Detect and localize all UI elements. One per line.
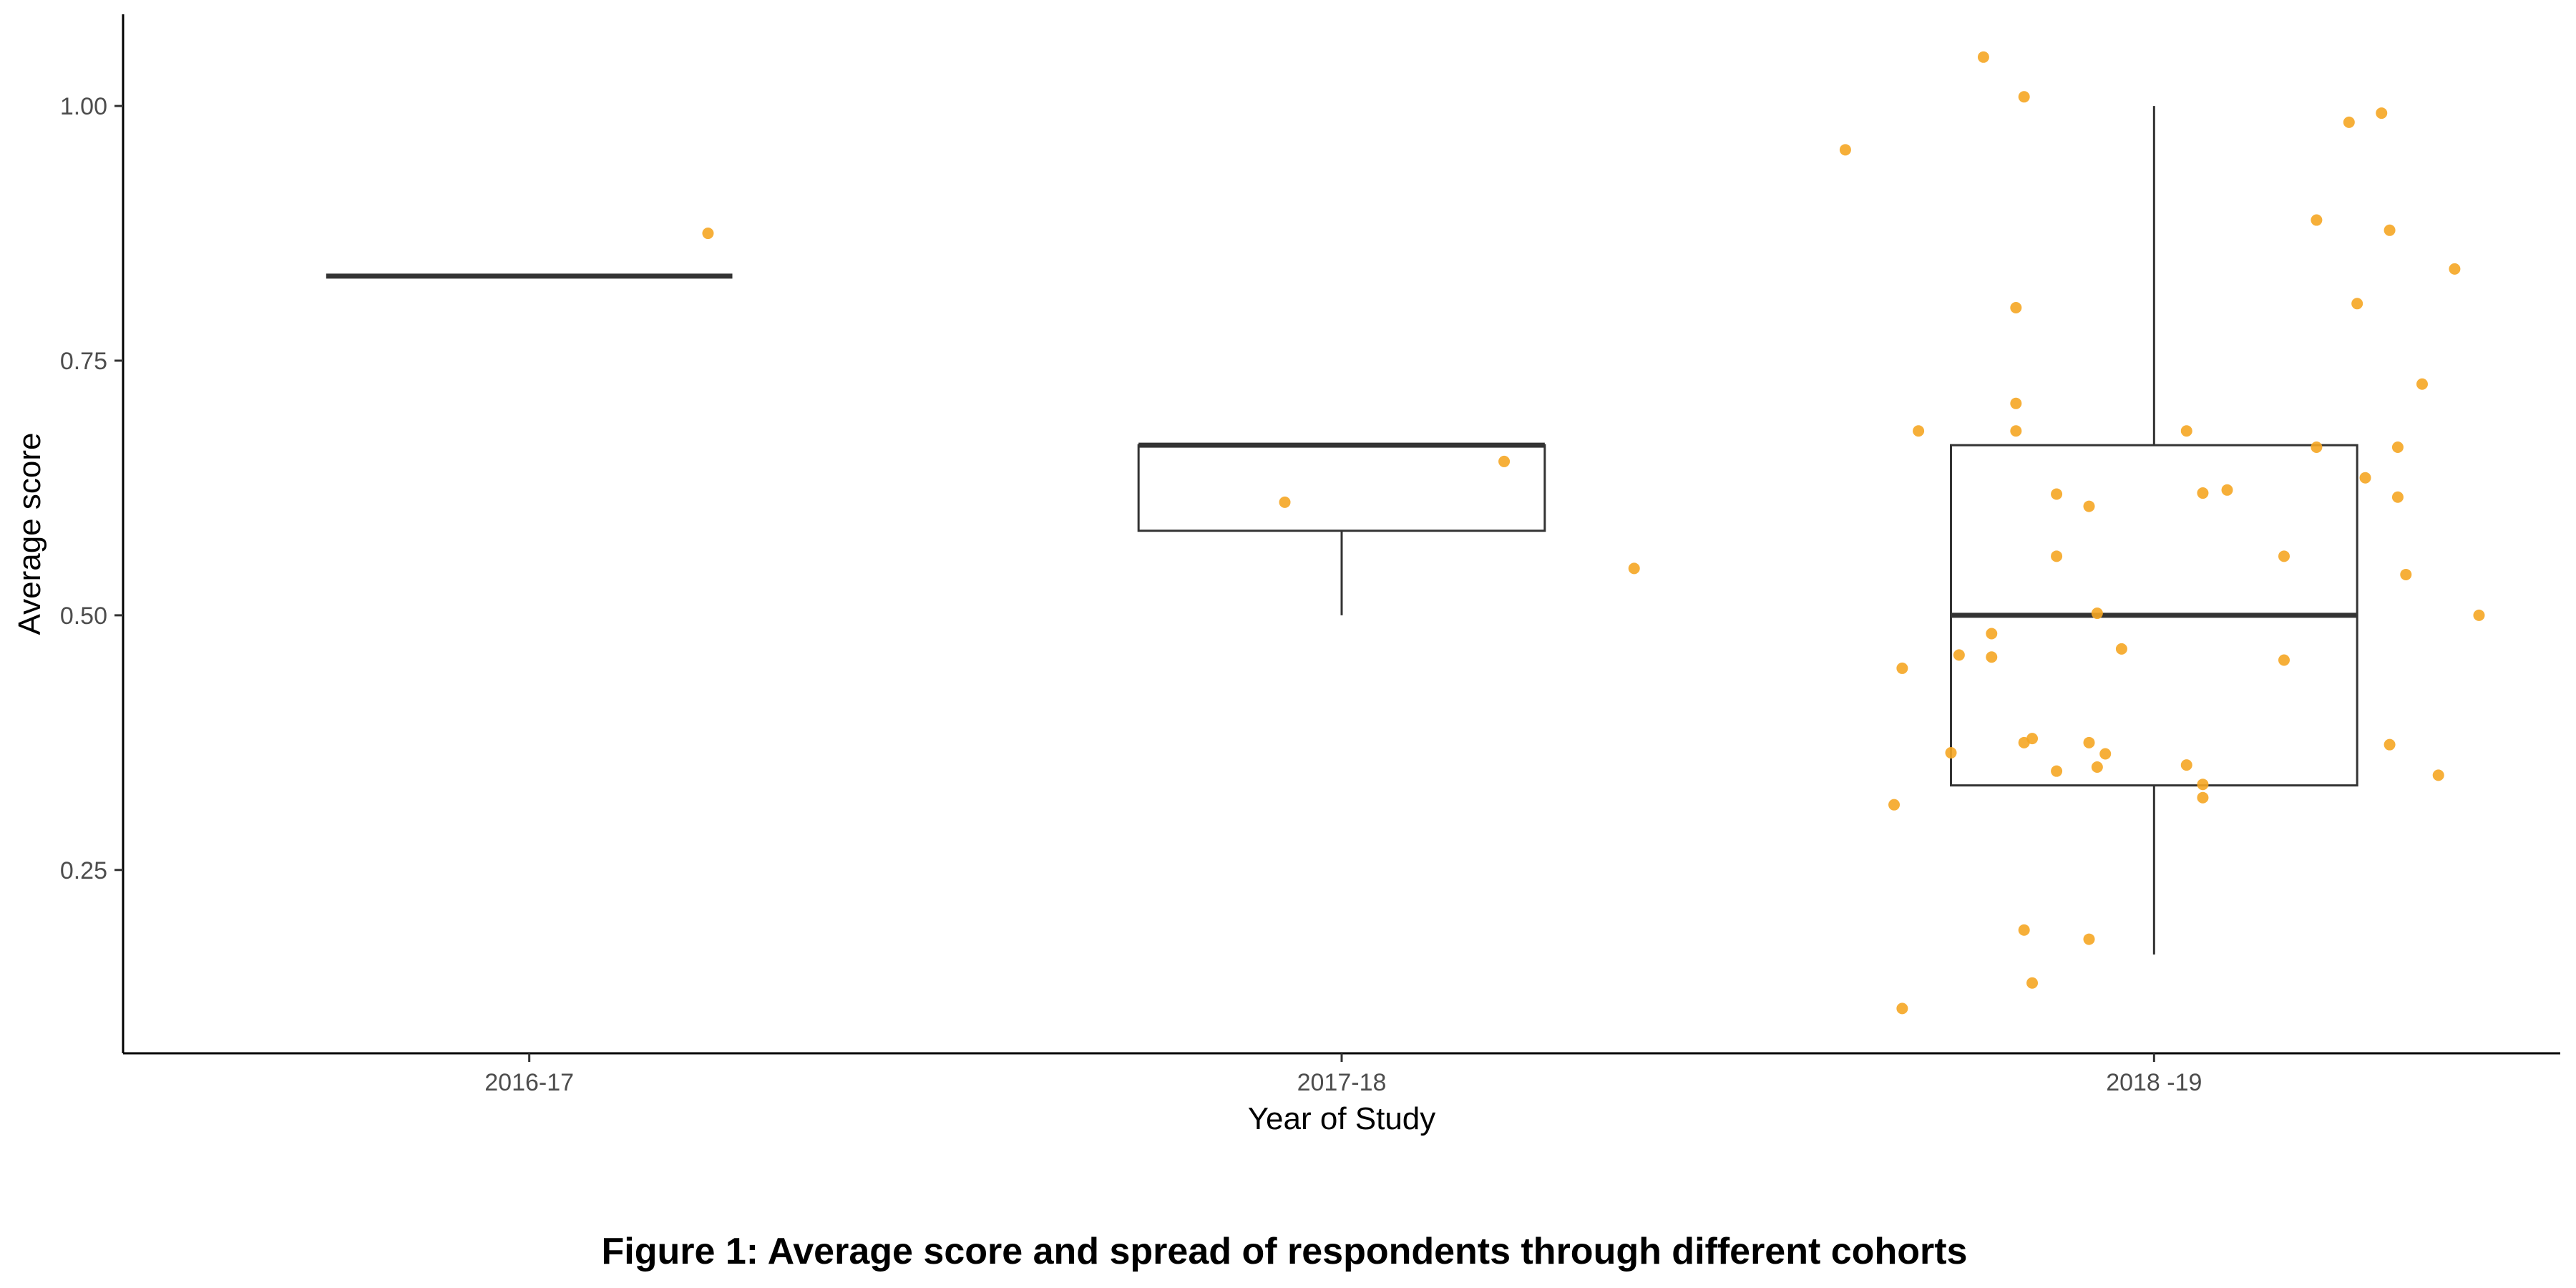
data-point bbox=[1953, 649, 1965, 661]
data-point bbox=[2384, 738, 2396, 751]
data-point bbox=[2010, 425, 2022, 437]
data-point bbox=[2311, 441, 2323, 453]
data-point bbox=[2180, 759, 2192, 771]
data-point bbox=[2197, 779, 2209, 791]
data-point bbox=[2384, 224, 2396, 236]
data-point bbox=[2391, 441, 2404, 453]
data-point bbox=[2018, 924, 2030, 936]
data-point bbox=[1913, 425, 1925, 437]
data-point bbox=[2091, 761, 2103, 773]
data-point bbox=[1977, 51, 1989, 63]
data-point bbox=[2010, 397, 2022, 409]
data-point bbox=[2083, 736, 2095, 748]
data-point bbox=[2449, 263, 2461, 275]
data-point bbox=[2026, 977, 2039, 989]
data-point bbox=[1986, 628, 1998, 640]
data-point bbox=[2343, 116, 2355, 128]
points-layer bbox=[702, 51, 2485, 1015]
x-tick-label: 2016-17 bbox=[484, 1069, 574, 1096]
data-point bbox=[702, 228, 714, 240]
data-point bbox=[1986, 651, 1998, 663]
x-axis-title: Year of Study bbox=[1248, 1101, 1436, 1136]
data-point bbox=[2099, 748, 2112, 760]
data-point bbox=[2351, 298, 2363, 310]
data-point bbox=[2376, 107, 2388, 119]
data-point bbox=[2221, 484, 2233, 496]
data-point bbox=[1945, 747, 1957, 759]
data-point bbox=[2278, 550, 2290, 562]
y-tick-label: 0.25 bbox=[60, 857, 107, 884]
data-point bbox=[2180, 425, 2192, 437]
data-point bbox=[1498, 455, 1511, 467]
x-tick-label: 2018 -19 bbox=[2106, 1069, 2202, 1096]
x-tick-label: 2017-18 bbox=[1297, 1069, 1387, 1096]
y-tick-label: 0.50 bbox=[60, 602, 107, 630]
data-point bbox=[2391, 491, 2404, 503]
data-point bbox=[2051, 550, 2063, 562]
data-point bbox=[2359, 472, 2371, 484]
data-point bbox=[2083, 500, 2095, 512]
data-point bbox=[2115, 643, 2127, 655]
y-tick-label: 0.75 bbox=[60, 348, 107, 375]
data-point bbox=[2278, 654, 2290, 666]
boxes-layer bbox=[326, 106, 2358, 955]
data-point bbox=[1896, 662, 1908, 674]
data-point bbox=[2473, 609, 2485, 621]
y-tick-label: 1.00 bbox=[60, 93, 107, 120]
data-point bbox=[2311, 214, 2323, 226]
data-point bbox=[1628, 562, 1640, 575]
data-point bbox=[1888, 799, 1901, 811]
y-axis-title: Average score bbox=[12, 433, 47, 635]
data-point bbox=[2051, 765, 2063, 777]
data-point bbox=[2432, 769, 2444, 781]
data-point bbox=[2400, 568, 2412, 580]
box-iqr bbox=[1137, 444, 1546, 532]
ticks-layer: 0.25 0.50 0.75 1.00 2016-17 2017-18 2018 -19 bbox=[60, 93, 2202, 1096]
data-point bbox=[1279, 496, 1291, 508]
data-point bbox=[2091, 608, 2103, 620]
data-point bbox=[2416, 378, 2428, 390]
data-point bbox=[2026, 733, 2039, 745]
data-point bbox=[2197, 791, 2209, 804]
data-point bbox=[2197, 487, 2209, 499]
figure-caption: Figure 1: Average score and spread of re… bbox=[602, 1231, 1968, 1272]
data-point bbox=[2018, 91, 2030, 103]
data-point bbox=[1896, 1002, 1908, 1015]
data-point bbox=[2051, 488, 2063, 500]
data-point bbox=[1839, 144, 1851, 156]
data-point bbox=[2010, 301, 2022, 313]
data-point bbox=[2083, 933, 2095, 945]
